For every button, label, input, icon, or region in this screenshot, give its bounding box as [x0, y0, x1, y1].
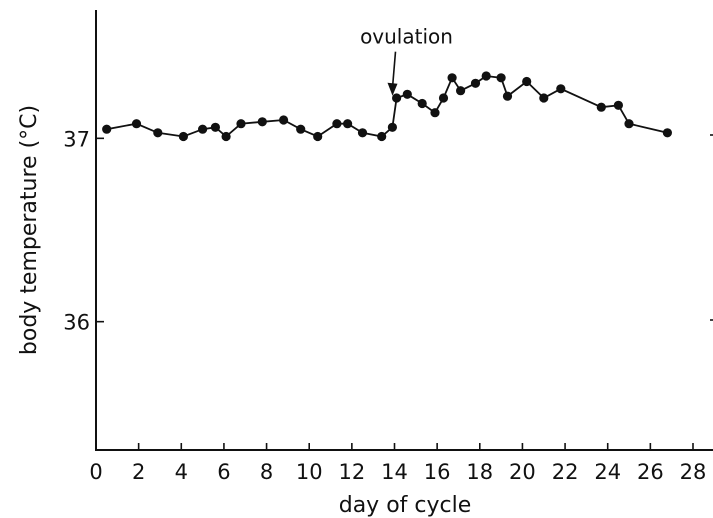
- x-tick-label: 28: [680, 460, 707, 484]
- data-point: [438, 93, 449, 103]
- data-point: [279, 115, 289, 125]
- axis-frame: [95, 10, 713, 451]
- x-ticks: 0 2 4 6 8 10 12 14 16 18 20 22 24 26 28: [89, 443, 706, 484]
- x-tick-label: 20: [509, 460, 536, 484]
- x-tick-label: 22: [552, 460, 579, 484]
- y-tick-label: 37: [63, 127, 90, 151]
- data-point: [377, 131, 387, 142]
- ovulation-arrow-head: [387, 82, 398, 96]
- data-point: [596, 102, 606, 112]
- x-tick-label: 6: [217, 460, 230, 484]
- data-point: [343, 119, 353, 129]
- x-tick-label: 4: [175, 460, 188, 484]
- data-point: [387, 122, 397, 132]
- data-point: [556, 84, 566, 94]
- y-ticks: 36 37: [63, 127, 104, 335]
- x-tick-label: 18: [466, 460, 493, 484]
- data-point: [430, 108, 440, 118]
- data-point: [470, 78, 481, 88]
- data-point: [257, 117, 267, 127]
- data-point: [313, 131, 323, 142]
- data-point: [613, 100, 624, 110]
- data-point: [417, 98, 427, 109]
- x-tick-label: 8: [260, 460, 273, 484]
- x-tick-label: 10: [296, 460, 323, 484]
- data-point: [392, 93, 402, 103]
- data-point: [357, 128, 368, 138]
- data-point: [332, 119, 342, 129]
- series: [102, 71, 673, 142]
- data-point: [178, 131, 188, 142]
- data-point: [502, 91, 513, 101]
- x-tick-label: 12: [338, 460, 365, 484]
- data-point: [496, 73, 506, 83]
- data-point: [153, 128, 163, 138]
- ovulation-label: ovulation: [360, 25, 453, 49]
- x-tick-label: 14: [381, 460, 408, 484]
- data-point: [456, 86, 466, 96]
- data-point: [539, 93, 549, 103]
- data-point: [198, 124, 208, 134]
- data-point: [662, 128, 673, 138]
- x-axis-label: day of cycle: [339, 493, 472, 518]
- y-axis-label: body temperature (°C): [17, 105, 42, 355]
- annotation: ovulation: [360, 25, 453, 96]
- data-point: [236, 119, 246, 129]
- data-point: [102, 124, 112, 134]
- data-point: [402, 89, 412, 99]
- y-tick-label: 36: [63, 311, 90, 335]
- ovulation-arrow-shaft: [391, 51, 397, 88]
- data-point: [131, 119, 142, 129]
- axes: [95, 10, 713, 451]
- data-point: [210, 122, 220, 132]
- x-tick-label: 24: [594, 460, 621, 484]
- data-point: [481, 71, 491, 81]
- data-point: [624, 119, 634, 129]
- x-tick-label: 2: [132, 460, 145, 484]
- data-point: [221, 131, 231, 142]
- x-tick-label: 16: [424, 460, 451, 484]
- data-point: [522, 76, 532, 87]
- data-point: [447, 73, 457, 83]
- x-tick-label: 0: [89, 460, 102, 484]
- series-line: [106, 75, 668, 138]
- data-point: [296, 124, 306, 134]
- x-tick-label: 26: [637, 460, 664, 484]
